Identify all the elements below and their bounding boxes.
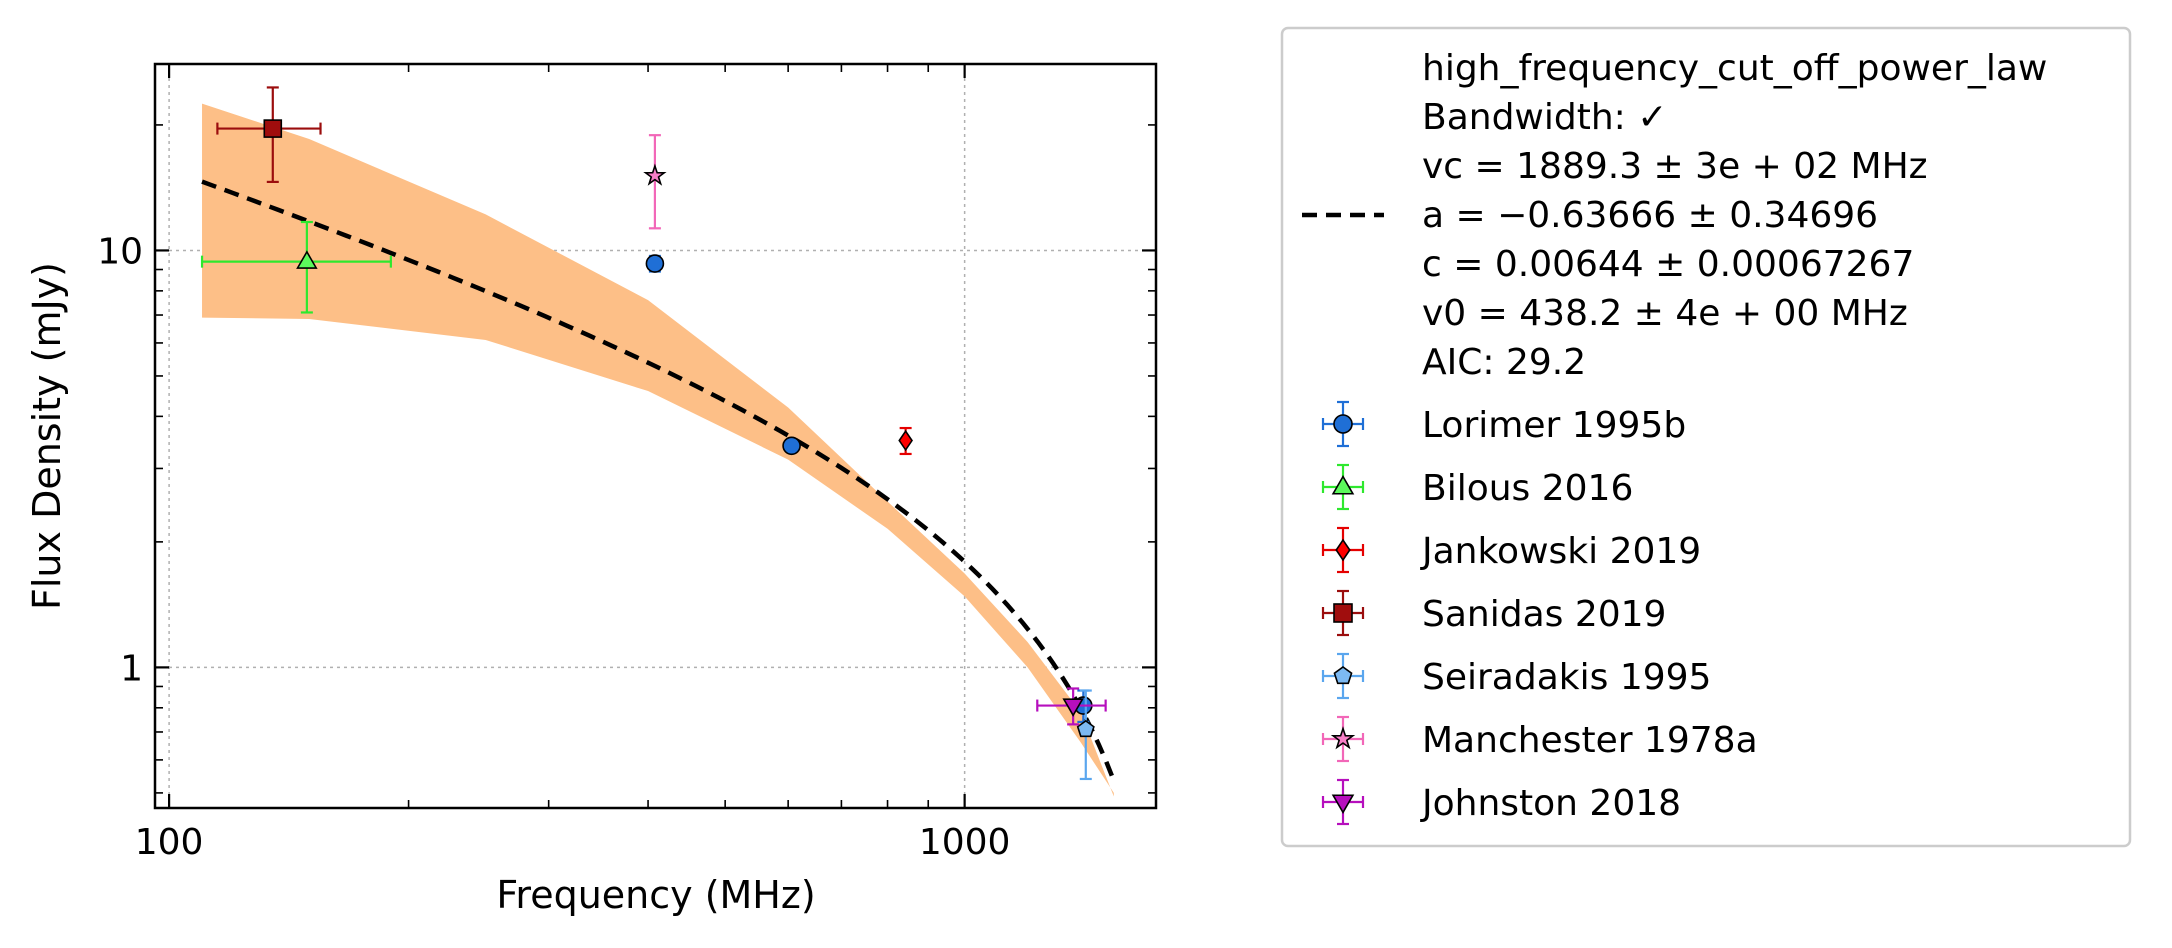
data-point [898, 429, 913, 452]
data-point [263, 119, 283, 138]
legend-fit-text: c = 0.00644 ± 0.00067267 [1422, 244, 1914, 285]
legend-label: Lorimer 1995b [1422, 405, 1686, 446]
legend-marker-icon [1335, 538, 1351, 562]
legend-label: Johnston 2018 [1420, 783, 1681, 824]
data-point [296, 250, 318, 269]
grid [155, 64, 1156, 808]
series-sanidas-2019 [216, 86, 322, 184]
legend-marker-icon [1330, 726, 1356, 750]
legend-box [1280, 26, 2132, 848]
x-axis-label: Frequency (MHz) [496, 873, 815, 917]
legend-marker-icon [1331, 794, 1355, 814]
legend-label: Bilous 2016 [1422, 468, 1633, 509]
legend-label: Jankowski 2019 [1420, 531, 1701, 572]
x-tick-label: 1000 [919, 822, 1011, 863]
legend-marker-icon [1333, 414, 1353, 434]
series-johnston-2018 [1036, 687, 1107, 726]
y-tick-label: 1 [120, 648, 143, 689]
series-lorimer-1995b [645, 254, 1093, 724]
fit-uncertainty-band [202, 103, 1114, 797]
legend-fit-entry: high_frequency_cut_off_power_law Bandwidt… [1302, 48, 2047, 383]
data-point [645, 254, 665, 273]
legend-marker-icon [1331, 475, 1355, 495]
legend: high_frequency_cut_off_power_law Bandwidt… [1280, 26, 2132, 848]
y-tick-label: 10 [97, 231, 143, 272]
legend-entry: Jankowski 2019 [1321, 526, 1701, 574]
legend-fit-text: Bandwidth: ✓ [1422, 97, 1667, 138]
plot-frame [153, 62, 1158, 810]
legend-label: Manchester 1978a [1422, 720, 1758, 761]
legend-fit-text: AIC: 29.2 [1422, 342, 1586, 383]
legend-entry: Manchester 1978a [1321, 715, 1758, 763]
legend-entry: Sanidas 2019 [1321, 589, 1666, 637]
legend-entry: Johnston 2018 [1321, 778, 1681, 826]
data-point [782, 436, 801, 456]
legend-label: Sanidas 2019 [1422, 594, 1666, 635]
legend-marker-icon [1333, 603, 1353, 623]
series-manchester-1978a [643, 134, 667, 230]
series-bilous-2016 [200, 220, 392, 314]
legend-entry: Bilous 2016 [1321, 463, 1633, 511]
legend-entry: Seiradakis 1995 [1321, 652, 1711, 700]
x-tick-label: 100 [135, 822, 204, 863]
legend-entry: Lorimer 1995b [1321, 400, 1686, 448]
legend-fit-text: high_frequency_cut_off_power_law [1422, 48, 2047, 89]
y-axis-label: Flux Density (mJy) [25, 262, 69, 610]
legend-label: Seiradakis 1995 [1422, 657, 1711, 698]
legend-fit-text: vc = 1889.3 ± 3e + 02 MHz [1422, 146, 1928, 187]
series-jankowski-2019 [898, 426, 913, 456]
data-point [1076, 719, 1095, 738]
data-point [643, 163, 667, 186]
legend-marker-icon [1333, 666, 1353, 685]
data-point [1062, 698, 1084, 717]
legend-fit-text: v0 = 438.2 ± 4e + 00 MHz [1422, 293, 1908, 334]
legend-fit-text: a = −0.63666 ± 0.34696 [1422, 195, 1878, 236]
fit-line [201, 179, 1116, 782]
